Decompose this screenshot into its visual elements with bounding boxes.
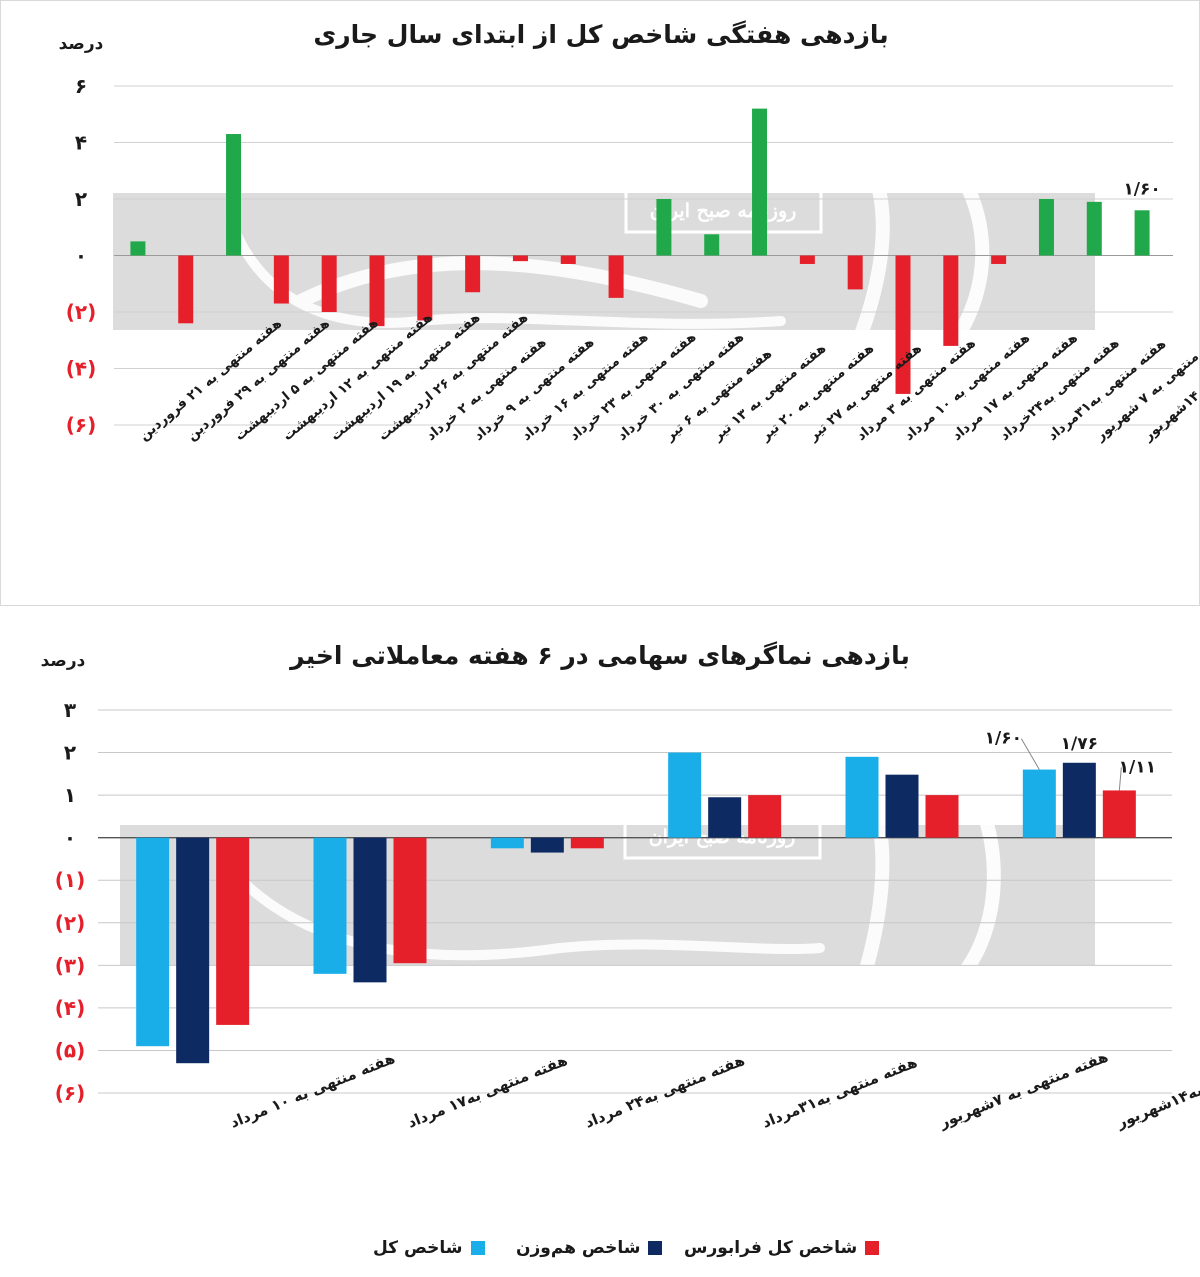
bar	[176, 837, 210, 1064]
bar	[1102, 790, 1136, 838]
bar	[752, 108, 768, 256]
bar	[1134, 210, 1150, 256]
bar	[490, 837, 524, 849]
bar	[885, 774, 919, 838]
legend-swatch-total-index	[470, 1241, 485, 1255]
bar	[216, 837, 250, 1025]
bar	[512, 255, 528, 262]
bar	[560, 255, 576, 264]
legend-swatch-farabourse	[865, 1241, 880, 1255]
y-tick-label: (۴)	[66, 357, 97, 381]
bar	[1022, 769, 1056, 838]
bar	[847, 255, 863, 290]
data-label-leader	[1020, 738, 1040, 770]
six-week-return-chart-panel: روزنامه صبح ایران بازدهی نماگرهای سهامی …	[0, 618, 1200, 1277]
x-tick-label: هفته منتهی به ۱۰ مرداد	[227, 1049, 397, 1132]
bar	[708, 797, 742, 838]
y-tick-label: (۲)	[55, 911, 86, 935]
bar	[704, 234, 720, 256]
bar	[226, 134, 242, 256]
y-tick-label: ۱	[64, 783, 76, 807]
bar	[178, 255, 194, 324]
bar	[991, 255, 1007, 264]
bar	[369, 255, 385, 327]
bar	[608, 255, 624, 298]
chart1-title: بازدهی هفتگی شاخص کل از ابتدای سال جاری	[313, 20, 888, 49]
bar	[799, 255, 815, 264]
y-tick-label: ۲	[64, 741, 76, 765]
data-label: ۱/۷۶	[1061, 734, 1098, 754]
bar	[530, 837, 564, 853]
bar	[656, 199, 672, 256]
bar	[668, 752, 702, 838]
bar	[1062, 762, 1096, 838]
y-tick-label: ۴	[75, 131, 87, 155]
watermark-text: روزنامه صبح ایران	[650, 200, 797, 222]
x-tick-label: هفته منتهی به۳۱مرداد	[759, 1053, 919, 1132]
y-tick-label: ۶	[75, 74, 87, 98]
y-tick-label: (۶)	[55, 1081, 86, 1105]
y-tick-label: (۶)	[66, 413, 97, 437]
bar	[925, 795, 959, 838]
bar	[943, 255, 959, 346]
legend-label-farabourse: شاخص کل فرابورس	[684, 1238, 858, 1258]
x-tick-label: هفته منتهی به۲۴ مرداد	[582, 1051, 747, 1132]
x-tick-label: هفته منتهی به۱۷ مرداد	[405, 1051, 570, 1132]
x-tick-label: هفته منتهی به ۷شهریور	[936, 1047, 1111, 1132]
legend-item-total-index: شاخص کل	[373, 1238, 485, 1258]
legend-label-equal-weight: شاخص هم‌وزن	[516, 1238, 641, 1258]
y-tick-label: (۱)	[55, 868, 86, 892]
bar	[570, 837, 604, 849]
data-label: ۱/۶۰	[1123, 179, 1160, 199]
legend-item-equal-weight: شاخص هم‌وزن	[516, 1238, 663, 1258]
six-week-return-chart: روزنامه صبح ایران بازدهی نماگرهای سهامی …	[41, 641, 1200, 1132]
bar	[1086, 201, 1102, 256]
y-tick-label: (۲)	[66, 300, 97, 324]
bar	[393, 837, 427, 964]
bar	[417, 255, 433, 321]
weekly-return-chart-panel: روزنامه صبح ایران بازدهی هفتگی شاخص کل ا…	[0, 0, 1200, 606]
bar	[273, 255, 289, 304]
legend: شاخص کل شاخص هم‌وزن شاخص کل فرابورس	[0, 1238, 1200, 1268]
legend-swatch-equal-weight	[648, 1241, 663, 1255]
y-tick-label: (۵)	[55, 1038, 86, 1062]
x-tick-label: هفته منتهی به۱۴شهریور	[1113, 1046, 1200, 1132]
y-tick-label: ۳	[64, 698, 76, 722]
data-label: ۱/۶۰	[985, 729, 1022, 749]
legend-label-total-index: شاخص کل	[373, 1238, 463, 1258]
data-label-leader	[1118, 767, 1122, 791]
chart2-y-unit: درصد	[41, 651, 86, 671]
bar	[353, 837, 387, 983]
bar	[748, 795, 782, 838]
bar	[321, 255, 337, 312]
y-tick-label: ۰	[75, 244, 87, 268]
bar	[1038, 199, 1054, 256]
bar	[130, 241, 146, 256]
chart2-title: بازدهی نماگرهای سهامی در ۶ هفته معاملاتی…	[288, 641, 910, 671]
chart1-y-unit: درصد	[59, 34, 104, 54]
bar	[465, 255, 481, 293]
weekly-return-chart: روزنامه صبح ایران بازدهی هفتگی شاخص کل ا…	[59, 20, 1200, 445]
y-tick-label: (۳)	[55, 953, 86, 977]
legend-item-farabourse: شاخص کل فرابورس	[684, 1238, 880, 1258]
bar	[845, 756, 879, 838]
bar	[136, 837, 170, 1047]
bar	[313, 837, 347, 974]
y-tick-label: (۴)	[55, 996, 86, 1020]
bar	[895, 255, 911, 394]
data-label: ۱/۱۱	[1119, 757, 1156, 777]
y-tick-label: ۰	[64, 826, 76, 850]
y-tick-label: ۲	[75, 187, 87, 211]
